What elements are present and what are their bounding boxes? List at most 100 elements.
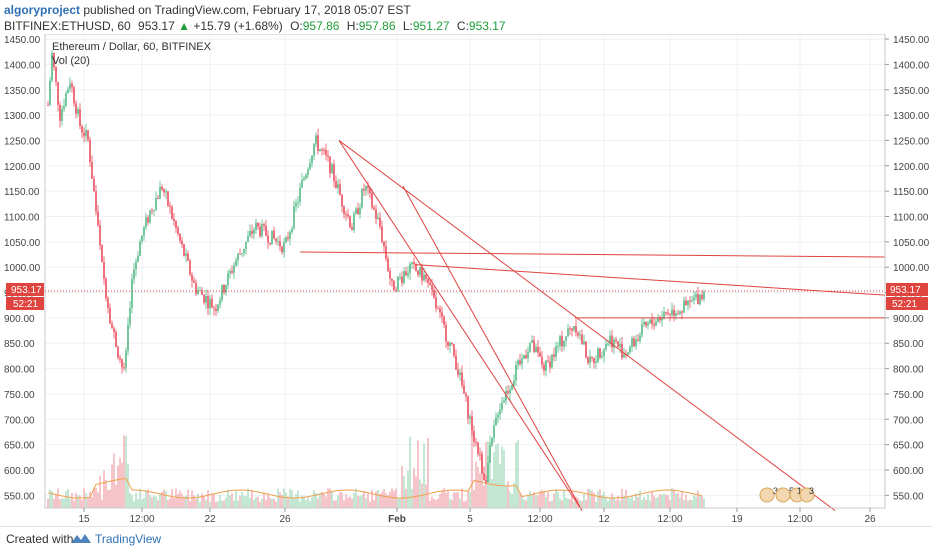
price-axis-label-right: 550.00 — [893, 491, 924, 502]
candle-body — [131, 278, 133, 308]
symbol-label: BITFINEX:ETHUSD, 60 — [4, 19, 131, 33]
price-axis-label-left: 600.00 — [4, 466, 35, 477]
candle-body — [701, 294, 703, 299]
candle-body — [175, 221, 177, 228]
volume-bar — [553, 493, 555, 508]
candle-body — [197, 290, 199, 294]
volume-bar — [177, 494, 179, 508]
candle-body — [443, 316, 445, 325]
candle-body — [363, 189, 365, 191]
candle-body — [369, 187, 371, 194]
candle-body — [383, 241, 385, 247]
trendline[interactable] — [402, 185, 583, 511]
candle-body — [361, 189, 363, 208]
author-link[interactable]: algoryproject — [4, 3, 81, 17]
event-flag-icon[interactable]: 3 — [799, 486, 815, 503]
candle-body — [435, 297, 437, 309]
candle-body — [181, 240, 183, 245]
volume-bar — [593, 492, 595, 508]
price-axis-label-right: 1150.00 — [893, 187, 929, 198]
candle-body — [127, 324, 129, 351]
volume-bar — [131, 494, 133, 508]
volume-bar — [121, 462, 123, 508]
chart-area[interactable]: 1450.00 1400.00 1350.00 1300.00 1250.00 1200.… — [0, 33, 932, 526]
candle-body — [523, 355, 525, 359]
candle-body — [51, 52, 53, 81]
volume-bar — [677, 492, 679, 508]
volume-bar — [209, 501, 211, 508]
time-axis-label: 12:00 — [527, 514, 552, 525]
volume-bar — [293, 497, 295, 508]
volume-bar — [561, 500, 563, 508]
volume-bar — [155, 496, 157, 508]
volume-bar — [107, 490, 109, 508]
candle-body — [219, 300, 221, 305]
candle-body — [367, 185, 369, 188]
volume-bar — [387, 495, 389, 508]
candlestick-chart[interactable]: 1450.00 1400.00 1350.00 1300.00 1250.00 1200.… — [0, 33, 932, 526]
volume-bar — [385, 493, 387, 508]
candle-body — [201, 290, 203, 295]
candle-body — [187, 253, 189, 261]
candle-body — [335, 180, 337, 188]
candle-body — [273, 230, 275, 239]
volume-bar — [215, 501, 217, 508]
candle-body — [333, 164, 335, 181]
candle-body — [155, 197, 157, 211]
candle-body — [387, 258, 389, 271]
candle-body — [379, 217, 381, 227]
price-axis-label-right: 900.00 — [893, 314, 924, 325]
volume-bar — [269, 497, 271, 508]
candle-body — [203, 294, 205, 303]
volume-bar — [181, 493, 183, 508]
volume-bar — [421, 483, 423, 508]
candle-body — [229, 270, 231, 274]
tradingview-logo-icon[interactable] — [70, 532, 92, 544]
candle-body — [547, 360, 549, 362]
volume-bar — [637, 497, 639, 508]
candle-body — [135, 261, 137, 270]
candle-body — [123, 367, 125, 369]
economic-events[interactable]: 3 5 1 3 — [759, 486, 815, 503]
candle-body — [551, 354, 553, 368]
volume-bar — [325, 496, 327, 508]
candle-body — [655, 321, 657, 326]
candle-body — [119, 357, 121, 360]
price-change: +15.79 (+1.68%) — [193, 19, 283, 33]
volume-bar — [295, 494, 297, 508]
candle-body — [209, 298, 211, 309]
candle-body — [637, 339, 639, 341]
volume-bar — [589, 489, 591, 508]
candle-body — [91, 162, 93, 179]
trendline[interactable] — [338, 140, 583, 511]
candle-body — [57, 82, 59, 105]
candle-body — [699, 294, 701, 305]
candle-body — [207, 296, 209, 309]
volume-bar — [171, 489, 173, 508]
candle-body — [301, 180, 303, 188]
event-flag-icon[interactable]: 3 — [759, 486, 778, 503]
candle-body — [269, 242, 271, 245]
volume-bar — [703, 498, 705, 508]
trendline[interactable] — [338, 140, 836, 511]
volume-bar — [187, 489, 189, 508]
trendline[interactable] — [299, 251, 886, 258]
price-axis-label-left: 1400.00 — [4, 60, 41, 71]
trendline[interactable] — [414, 264, 886, 296]
candle-body — [473, 431, 475, 442]
volume-bar — [365, 498, 367, 508]
candle-body — [213, 307, 215, 309]
tradingview-brand-link[interactable]: TradingView — [95, 532, 162, 546]
candle-body — [101, 245, 103, 263]
legend-title: Ethereum / Dollar, 60, BITFINEX — [52, 41, 212, 53]
volume-bar — [125, 436, 127, 508]
volume-bar — [539, 491, 541, 508]
candle-body — [309, 163, 311, 170]
candle-body — [159, 186, 161, 199]
volume-bar — [471, 431, 473, 508]
volume-bar — [453, 492, 455, 508]
volume-bar — [59, 499, 61, 508]
volume-bar — [443, 488, 445, 508]
candle-body — [137, 255, 139, 262]
volume-bar — [123, 435, 125, 508]
